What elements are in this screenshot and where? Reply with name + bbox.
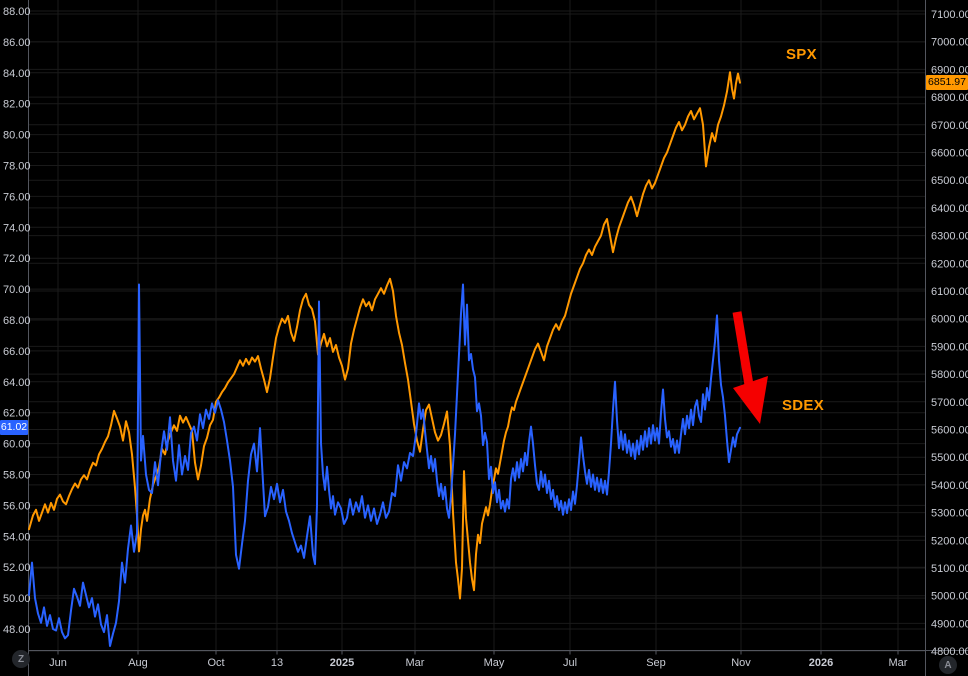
left-axis-label: 62.00 [3,408,31,420]
right-price-axis[interactable]: 7100.00 7000.00 6900.00 6800.00 6700.00 6600.… [931,9,968,658]
right-axis-label: 6900.00 [931,64,968,76]
time-axis-label: Oct [207,657,224,669]
right-axis-label: 6700.00 [931,120,968,132]
right-axis-label: 5100.00 [931,563,968,575]
right-axis-label: 5000.00 [931,591,968,603]
left-axis-label: 74.00 [3,222,31,234]
time-axis-label: May [484,657,505,669]
arrow-head [733,376,768,424]
left-axis-label: 76.00 [3,191,31,203]
time-axis-label: Aug [128,657,148,669]
left-axis-label: 52.00 [3,562,31,574]
sdex-line[interactable] [28,283,741,647]
right-axis-label: 7000.00 [931,37,968,49]
right-axis-label: 6400.00 [931,203,968,215]
right-axis-label: 6200.00 [931,258,968,270]
left-axis-label: 88.00 [3,6,31,18]
time-axis-label: Mar [406,657,425,669]
left-price-axis[interactable]: 88.00 86.00 84.00 82.00 80.00 78.00 76.00 74.00… [3,6,31,636]
left-axis-label: 56.00 [3,500,31,512]
left-axis-label: 66.00 [3,346,31,358]
last-price-tag-spx: 6851.97 [926,75,968,91]
right-axis-label: 6800.00 [931,92,968,104]
left-axis-label: 48.00 [3,624,31,636]
right-axis-label: 4800.00 [931,646,968,658]
left-axis-label: 54.00 [3,531,31,543]
time-axis-label: Jun [49,657,67,669]
zoom-reset-button[interactable]: Z [12,650,30,668]
left-axis-label: 58.00 [3,470,31,482]
time-axis-label: 2026 [809,657,833,669]
grid-lines [28,0,926,652]
time-axis-label: 13 [271,657,283,669]
left-axis-label: 64.00 [3,377,31,389]
left-axis-label: 68.00 [3,315,31,327]
left-axis-label: 78.00 [3,161,31,173]
right-axis-label: 5500.00 [931,452,968,464]
left-axis-label: 80.00 [3,130,31,142]
right-axis-label: 5800.00 [931,369,968,381]
spx-text-annotation[interactable]: SPX [786,46,817,63]
down-arrow-annotation[interactable] [732,311,768,424]
right-axis-label: 5600.00 [931,425,968,437]
right-axis-label: 5700.00 [931,397,968,409]
left-axis-label: 60.00 [3,439,31,451]
right-axis-label: 6600.00 [931,148,968,160]
right-axis-label: 4900.00 [931,618,968,630]
axis-frame [28,0,968,676]
left-axis-label: 70.00 [3,284,31,296]
left-axis-label: 72.00 [3,253,31,265]
time-axis-label: Sep [646,657,666,669]
left-axis-label: 82.00 [3,99,31,111]
time-axis-label: 2025 [330,657,354,669]
left-axis-label: 50.00 [3,593,31,605]
right-axis-label: 6100.00 [931,286,968,298]
right-axis-label: 5300.00 [931,508,968,520]
right-axis-label: 5900.00 [931,341,968,353]
right-axis-label: 5200.00 [931,535,968,547]
auto-scale-button[interactable]: A [939,656,957,674]
right-axis-label: 6000.00 [931,314,968,326]
right-axis-label: 7100.00 [931,9,968,21]
spx-line[interactable] [28,71,741,600]
time-axis[interactable]: Jun Aug Oct 13 2025 Mar May Jul Sep Nov 2026 Mar [49,657,908,669]
left-axis-label: 86.00 [3,37,31,49]
right-axis-label: 6500.00 [931,175,968,187]
arrow-shaft [732,311,755,392]
time-axis-label: Mar [889,657,908,669]
left-axis-label: 84.00 [3,68,31,80]
sdex-text-annotation[interactable]: SDEX [782,397,825,414]
time-axis-label: Jul [563,657,577,669]
time-axis-label: Nov [731,657,751,669]
last-price-tag-sdex: 61.02 [0,420,28,436]
right-axis-label: 5400.00 [931,480,968,492]
right-axis-label: 6300.00 [931,231,968,243]
